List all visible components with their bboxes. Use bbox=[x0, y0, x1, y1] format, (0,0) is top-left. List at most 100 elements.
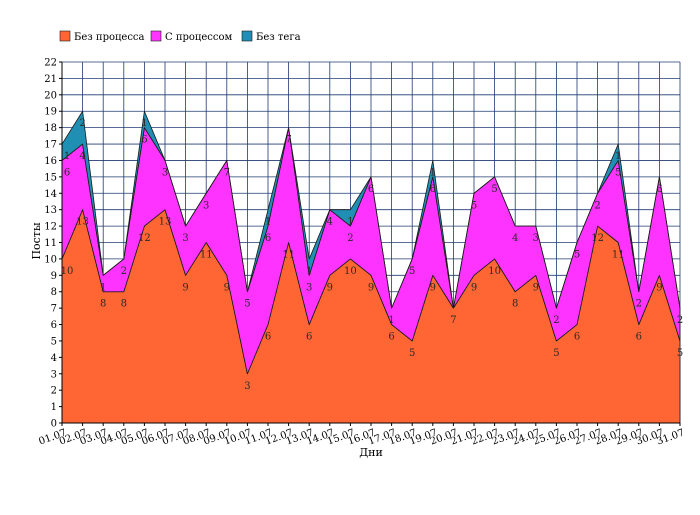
data-label: 2 bbox=[79, 118, 85, 129]
legend-swatch bbox=[59, 30, 71, 42]
data-label: 13 bbox=[159, 217, 172, 228]
data-label: 2 bbox=[636, 299, 642, 310]
legend-item: Без процесса bbox=[59, 30, 145, 43]
data-label: 12 bbox=[138, 233, 151, 244]
data-label: 1 bbox=[388, 315, 394, 326]
data-label: 3 bbox=[182, 233, 188, 244]
y-tick-label: 11 bbox=[44, 238, 57, 249]
y-tick-label: 12 bbox=[44, 222, 57, 233]
data-label: 2 bbox=[347, 233, 353, 244]
data-label: 5 bbox=[409, 266, 415, 277]
data-label: 9 bbox=[471, 282, 477, 293]
y-tick-label: 8 bbox=[51, 287, 57, 298]
data-label: 6 bbox=[141, 135, 147, 146]
data-label: 9 bbox=[368, 282, 374, 293]
y-axis-label: Посты bbox=[30, 222, 43, 259]
data-label: 6 bbox=[574, 332, 580, 343]
y-tick-label: 5 bbox=[51, 336, 57, 347]
y-tick-label: 19 bbox=[44, 107, 57, 118]
legend-label: Без тега bbox=[256, 32, 301, 43]
y-tick-label: 1 bbox=[51, 402, 57, 413]
data-label: 9 bbox=[656, 282, 662, 293]
axes: 01234567891011121314151617181920212201.0… bbox=[37, 58, 686, 448]
data-label: 9 bbox=[182, 282, 188, 293]
legend-item: Без тега bbox=[241, 30, 301, 43]
data-label: 5 bbox=[553, 348, 559, 359]
data-label: 10 bbox=[61, 266, 74, 277]
data-label: 1 bbox=[100, 282, 106, 293]
data-label: 5 bbox=[677, 348, 683, 359]
y-tick-label: 18 bbox=[44, 123, 57, 134]
data-label: 5 bbox=[244, 299, 250, 310]
data-label: 10 bbox=[344, 266, 357, 277]
y-tick-label: 10 bbox=[44, 254, 57, 265]
data-label: 11 bbox=[612, 250, 625, 261]
data-label: 6 bbox=[430, 184, 436, 195]
data-label: 4 bbox=[79, 151, 85, 162]
y-tick-label: 2 bbox=[51, 386, 57, 397]
legend-swatch bbox=[241, 30, 253, 42]
x-axis-label: Дни bbox=[359, 446, 383, 459]
data-label: 1 bbox=[306, 266, 312, 277]
data-label: 10 bbox=[488, 266, 501, 277]
data-label: 6 bbox=[265, 332, 271, 343]
area-series-2 bbox=[61, 110, 681, 309]
y-tick-label: 20 bbox=[44, 90, 57, 101]
y-tick-label: 22 bbox=[44, 58, 57, 69]
data-label: 8 bbox=[100, 299, 106, 310]
data-label: 3 bbox=[306, 282, 312, 293]
data-label: 8 bbox=[121, 299, 127, 310]
data-label: 2 bbox=[121, 266, 127, 277]
data-label: 4 bbox=[512, 233, 518, 244]
y-tick-label: 21 bbox=[44, 74, 57, 85]
legend-swatch bbox=[150, 30, 162, 42]
data-label: 1 bbox=[347, 217, 353, 228]
data-label: 11 bbox=[282, 250, 295, 261]
data-label: 5 bbox=[471, 200, 477, 211]
data-label: 1 bbox=[430, 167, 436, 178]
data-label: 4 bbox=[327, 217, 333, 228]
data-label: 5 bbox=[491, 184, 497, 195]
y-tick-label: 6 bbox=[51, 320, 57, 331]
y-tick-label: 9 bbox=[51, 271, 57, 282]
data-label: 9 bbox=[224, 282, 230, 293]
data-label: 6 bbox=[636, 332, 642, 343]
data-label: 12 bbox=[591, 233, 604, 244]
data-label: 9 bbox=[430, 282, 436, 293]
data-label: 1 bbox=[141, 118, 147, 129]
data-label: 6 bbox=[388, 332, 394, 343]
y-tick-label: 13 bbox=[44, 205, 57, 216]
data-label: 3 bbox=[533, 233, 539, 244]
legend: Без процесса С процессом Без тега bbox=[59, 30, 301, 43]
data-label: 5 bbox=[615, 167, 621, 178]
data-label: 6 bbox=[64, 167, 70, 178]
data-label: 7 bbox=[285, 135, 291, 146]
y-tick-label: 7 bbox=[51, 304, 57, 315]
legend-item: С процессом bbox=[150, 30, 232, 43]
data-label: 3 bbox=[203, 200, 209, 211]
data-label: 13 bbox=[76, 217, 89, 228]
data-label: 7 bbox=[224, 167, 230, 178]
data-label: 1 bbox=[615, 151, 621, 162]
data-label: 5 bbox=[409, 348, 415, 359]
data-label: 7 bbox=[450, 315, 456, 326]
y-tick-label: 16 bbox=[44, 156, 57, 167]
data-label: 9 bbox=[327, 282, 333, 293]
y-tick-label: 17 bbox=[44, 140, 57, 151]
data-label: 6 bbox=[265, 233, 271, 244]
data-label: 2 bbox=[594, 200, 600, 211]
data-label: 2 bbox=[553, 315, 559, 326]
y-tick-label: 3 bbox=[51, 369, 57, 380]
legend-label: С процессом bbox=[165, 32, 232, 43]
data-label: 5 bbox=[574, 250, 580, 261]
data-label: 6 bbox=[656, 184, 662, 195]
data-label: 3 bbox=[244, 381, 250, 392]
y-tick-label: 4 bbox=[51, 353, 57, 364]
y-tick-label: 15 bbox=[44, 172, 57, 183]
data-label: 1 bbox=[265, 217, 271, 228]
y-tick-label: 14 bbox=[44, 189, 57, 200]
data-label: 9 bbox=[533, 282, 539, 293]
legend-label: Без процесса bbox=[74, 32, 145, 43]
